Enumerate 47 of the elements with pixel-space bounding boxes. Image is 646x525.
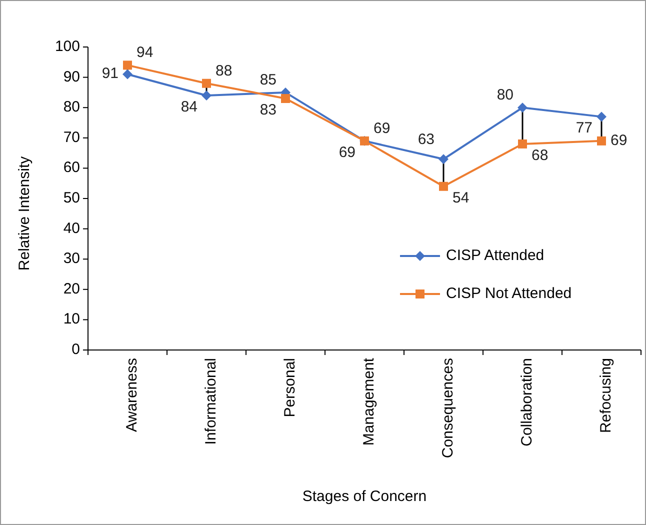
x-tick-label: Refocusing: [597, 358, 614, 434]
data-label: 77: [576, 120, 592, 137]
data-label: 91: [102, 65, 118, 82]
point: [597, 136, 606, 146]
data-label: 84: [180, 98, 198, 116]
point: [518, 102, 528, 113]
data-label: 63: [418, 130, 434, 148]
y-axis-title: Relative Intensity: [16, 156, 33, 271]
y-tick-label: 20: [63, 280, 80, 298]
point: [439, 182, 448, 191]
point: [202, 78, 211, 88]
data-label: 69: [338, 144, 356, 161]
x-tick-label: Informational: [202, 358, 220, 445]
y-tick-label: 70: [63, 128, 80, 146]
data-label: 88: [216, 62, 232, 80]
data-label: 69: [610, 132, 628, 149]
point: [438, 154, 448, 164]
point: [122, 69, 132, 80]
x-tick-label: Consequences: [439, 358, 456, 458]
legend-label: CISP Not Attended: [446, 284, 572, 302]
legend-label: CISP Attended: [446, 246, 544, 264]
point: [202, 90, 212, 100]
y-tick-label: 30: [63, 250, 80, 268]
data-label: 69: [374, 120, 390, 137]
point: [518, 139, 527, 148]
y-tick-label: 60: [63, 159, 80, 176]
data-label: 80: [496, 86, 514, 104]
y-tick-label: 10: [63, 310, 80, 328]
point: [123, 60, 132, 70]
y-tick-label: 0: [72, 340, 80, 358]
y-tick-label: 90: [63, 68, 80, 86]
data-label: 54: [452, 189, 470, 206]
y-tick-label: 50: [63, 189, 80, 206]
data-label: 94: [136, 44, 154, 62]
y-tick-label: 80: [63, 98, 80, 116]
y-tick-label: 100: [54, 38, 80, 55]
y-tick-label: 40: [63, 220, 80, 237]
x-tick-label: Awareness: [123, 358, 140, 432]
point: [596, 112, 606, 122]
x-tick-label: Personal: [281, 358, 298, 418]
x-tick-label: Collaboration: [518, 358, 536, 446]
data-label: 68: [532, 146, 548, 164]
data-label: 85: [260, 71, 276, 88]
data-label: 83: [260, 101, 276, 118]
x-axis-title: Stages of Concern: [302, 488, 427, 505]
point: [281, 94, 290, 104]
x-tick-label: Management: [360, 357, 378, 446]
